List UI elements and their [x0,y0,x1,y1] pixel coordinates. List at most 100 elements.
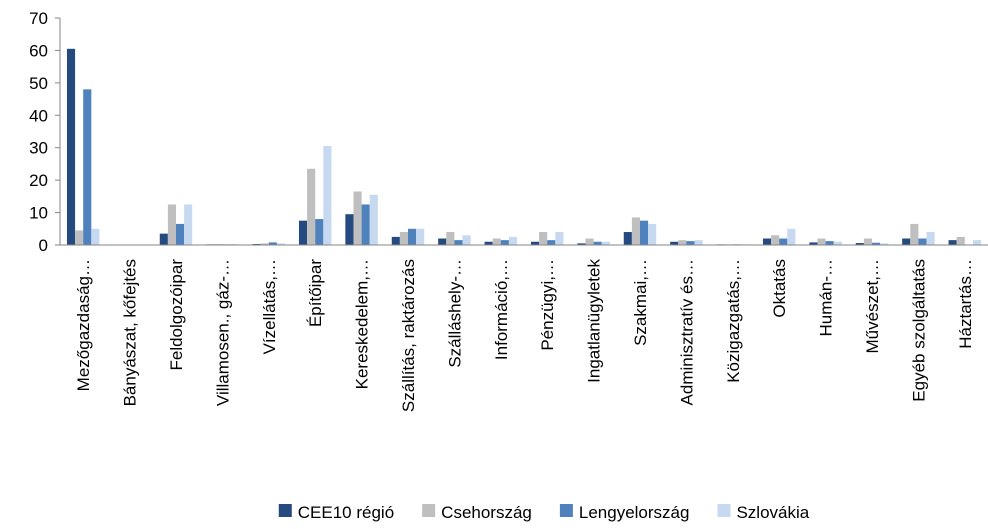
bar [446,232,455,245]
bar [83,89,92,245]
bar [492,238,501,245]
y-tick-label: 0 [39,236,48,255]
x-tick-label: Egyéb szolgáltatás [909,259,928,402]
y-tick-label: 20 [29,171,48,190]
bar [159,233,168,245]
bar [315,219,324,245]
bar [307,168,316,245]
bar [75,230,84,245]
x-tick-label: Közigazgatás,… [724,259,743,383]
legend-label: CEE10 régió [298,503,394,522]
x-tick-label: Humán-… [817,259,836,336]
bar [577,243,586,245]
legend: CEE10 régió Csehország Lengyelország Szlová… [278,503,810,522]
bar [323,146,332,245]
y-tick-label: 60 [29,41,48,60]
x-tick-label: Pénzügyi,… [538,259,557,351]
x-tick-label: Feldolgozóipar [167,259,186,371]
bar [91,228,100,245]
x-tick-label: Szállítás, raktározás [399,259,418,412]
bar [787,228,796,245]
bar [438,238,447,245]
y-tick-label: 50 [29,74,48,93]
bar [408,228,417,245]
x-tick-label: Bányászat, kőfejtés [121,259,140,406]
legend-label: Szlovákia [736,503,809,522]
bar [825,241,834,245]
bar [648,223,657,245]
bar [910,223,919,245]
x-tick-label: Adminisztratív és… [677,259,696,405]
bar [678,240,687,245]
legend-swatch [717,504,731,517]
bar [268,242,277,245]
bar [694,240,703,245]
bar [926,232,935,245]
y-tick-label: 70 [29,9,48,28]
bar [762,238,772,245]
bar [872,242,881,245]
bar [66,48,76,245]
bar [880,243,889,245]
bar [855,243,864,245]
legend-swatch [559,504,573,517]
bar [500,240,509,245]
bar [972,240,982,245]
bar [462,235,471,245]
bar [508,236,518,245]
bar [530,241,540,245]
bar [771,235,780,245]
bar [260,243,269,245]
legend-label: Lengyelország [579,503,690,522]
bar [640,220,649,245]
bar [361,204,370,245]
legend-swatch [278,504,292,517]
x-tick-label: Mezőgazdaság… [74,259,93,391]
bar [484,241,493,245]
bar [623,232,632,245]
bar [833,241,842,245]
x-tick-label: Villamosen., gáz-… [213,259,232,406]
x-tick-label: Vízellátás,… [260,259,279,354]
bar [779,238,788,245]
bar [399,232,408,245]
bar [167,204,176,245]
bar [353,191,362,245]
x-tick-label: Kereskedelem,… [353,259,372,389]
bar [555,232,564,245]
bar [809,242,818,245]
x-tick-label: Oktatás [770,259,789,318]
legend-swatch [422,504,436,517]
y-tick-label: 10 [29,204,48,223]
bar [345,214,354,245]
x-tick-label: Építőipar [306,259,325,327]
bar [369,194,378,245]
bar [956,236,965,245]
bar [276,243,286,245]
bar [454,240,463,245]
bar [539,232,548,245]
bar [948,240,957,245]
legend-label: Csehország [441,503,532,522]
bar [601,241,610,245]
bar [585,238,594,245]
x-tick-label: Szakmai,… [631,259,650,346]
x-tick-label: Ingatlanügyletek [585,259,604,383]
bar [631,217,640,245]
bar [863,238,872,245]
x-tick-label: Információ,… [492,259,511,360]
bar [817,238,826,245]
bar [686,241,695,245]
x-tick-label: Művészet,… [863,259,882,353]
bar [547,240,556,245]
bar [593,241,602,245]
bar [416,228,425,245]
x-tick-label: Háztartás… [956,259,975,349]
bar [176,223,185,245]
bar [391,236,400,245]
bar [902,238,911,245]
x-tick-label: Szálláshely-… [445,259,464,368]
y-tick-label: 30 [29,139,48,158]
bar [918,238,927,245]
